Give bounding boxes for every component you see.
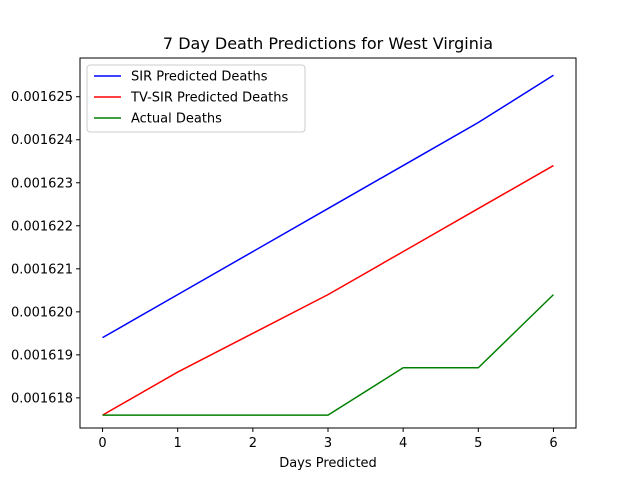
- y-tick-label: 0.001619: [11, 348, 73, 363]
- y-axis-ticks: 0.001618 0.001619 0.001620 0.001621 0.001622…: [11, 90, 80, 406]
- legend-label-2: Actual Deaths: [131, 112, 222, 127]
- y-tick-label: 0.001620: [11, 305, 73, 320]
- y-tick-label: 0.001622: [11, 219, 73, 234]
- x-tick-label: 2: [249, 436, 257, 451]
- x-tick-label: 0: [98, 436, 106, 451]
- plot-frame: [79, 57, 577, 429]
- x-tick-label: 4: [399, 436, 407, 451]
- chart-title: 7 Day Death Predictions for West Virgini…: [163, 34, 493, 53]
- series-layer: [102, 74, 554, 416]
- legend-label-0: SIR Predicted Deaths: [131, 70, 268, 85]
- y-tick-label: 0.001624: [11, 133, 73, 148]
- x-tick-label: 5: [474, 436, 482, 451]
- legend-box: [86, 64, 306, 133]
- x-tick-label: 1: [174, 436, 182, 451]
- legend: SIR Predicted Deaths TV-SIR Predicted Dea…: [86, 64, 306, 133]
- y-tick-label: 0.001625: [11, 90, 73, 105]
- x-axis-ticks: 0 1 2 3 4 5 6: [98, 428, 558, 451]
- y-tick-label: 0.001623: [11, 176, 73, 191]
- x-tick-label: 3: [324, 436, 332, 451]
- x-axis-label: Days Predicted: [279, 456, 377, 471]
- x-tick-label: 6: [549, 436, 557, 451]
- legend-label-1: TV-SIR Predicted Deaths: [130, 91, 288, 106]
- y-tick-label: 0.001618: [11, 391, 73, 406]
- y-tick-label: 0.001621: [11, 262, 73, 277]
